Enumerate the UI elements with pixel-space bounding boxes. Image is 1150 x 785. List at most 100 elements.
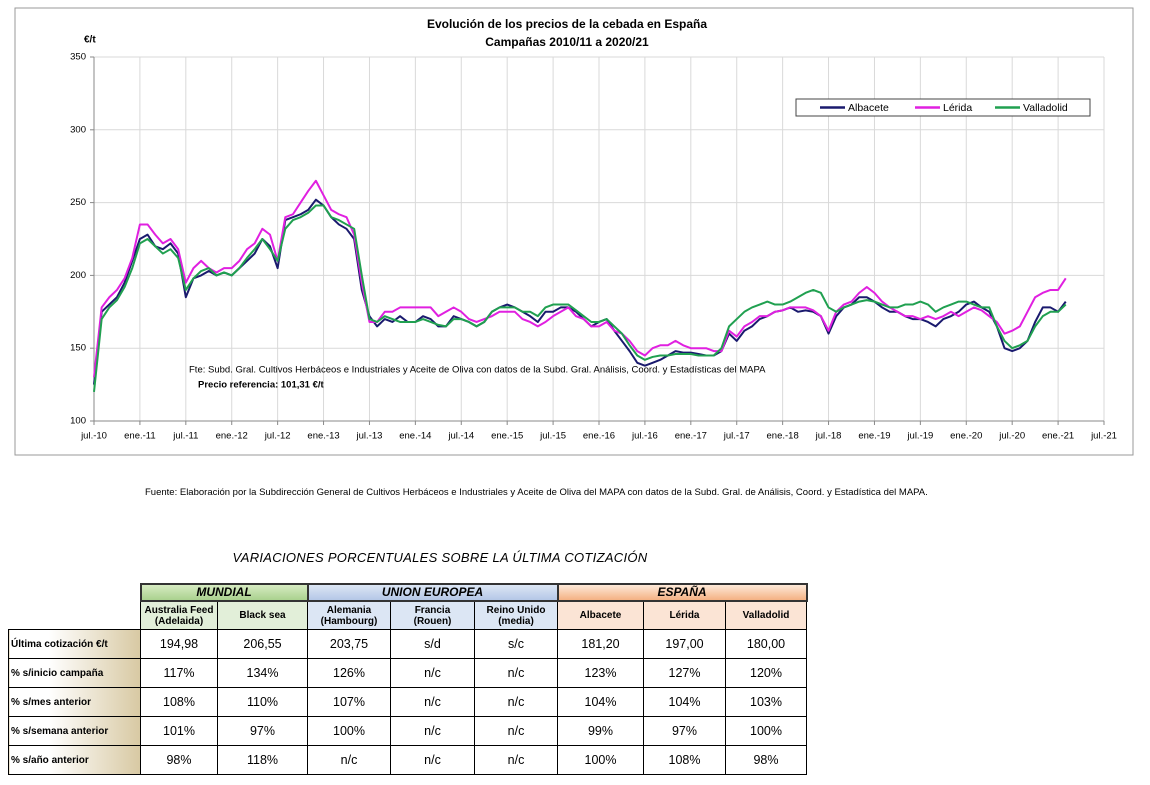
table-cell: 97% (643, 716, 726, 746)
table-cell: 100% (307, 716, 391, 746)
y-axis-label: €/t (84, 35, 96, 46)
table-cell: n/c (390, 687, 475, 717)
x-tick-label: jul.-14 (447, 431, 474, 442)
table-cell: 98% (725, 745, 807, 775)
x-tick-label: jul.-19 (906, 431, 933, 442)
table-cell: 203,75 (307, 629, 391, 659)
x-tick-label: ene.-20 (950, 431, 982, 442)
group-header: MUNDIAL (139, 583, 309, 602)
table-cell: n/c (390, 745, 475, 775)
column-header-line: Alemania (326, 604, 372, 616)
table-cell: 99% (557, 716, 644, 746)
table-title: VARIACIONES PORCENTUALES SOBRE LA ÚLTIMA… (232, 550, 648, 565)
table-cell: 101% (140, 716, 218, 746)
table-row: Última cotización €/t 194,98 206,55 203,75 s… (8, 629, 807, 659)
column-header-line: Francia (414, 604, 451, 616)
x-tick-label: jul.-13 (356, 431, 383, 442)
x-tick-label: ene.-18 (767, 431, 799, 442)
series-line (93, 179, 1067, 378)
y-tick-label: 350 (70, 52, 86, 63)
x-tick-label: ene.-21 (1042, 431, 1074, 442)
x-tick-label: jul.-21 (1090, 431, 1117, 442)
x-tick-label: ene.-14 (399, 431, 431, 442)
x-tick-label: jul.-20 (998, 431, 1025, 442)
table-cell: 197,00 (643, 629, 726, 659)
group-header: UNION EUROPEA (306, 583, 559, 602)
x-tick-label: jul.-18 (815, 431, 842, 442)
table-cell: 123% (557, 658, 644, 688)
x-tick-label: ene.-12 (216, 431, 248, 442)
column-header-line: Lérida (669, 610, 700, 621)
chart-frame (14, 7, 1134, 456)
column-header-line: Reino Unido (486, 604, 546, 616)
table-cell: n/c (474, 745, 558, 775)
table-cell: 127% (643, 658, 726, 688)
legend-label: Albacete (848, 102, 889, 114)
y-tick-label: 150 (70, 343, 86, 354)
x-tick-label: ene.-19 (858, 431, 890, 442)
column-header-line: (Adelaida) (154, 615, 204, 627)
table-cell: 118% (217, 745, 308, 775)
y-tick-label: 300 (70, 124, 86, 135)
table-row: % s/año anterior 98% 118% n/c n/c n/c 100% 108%… (8, 745, 807, 775)
table-cell: 108% (643, 745, 726, 775)
table-cell: 126% (307, 658, 391, 688)
column-header: Francia (Rouen) (390, 600, 475, 630)
table-cell: 108% (140, 687, 218, 717)
column-header-line: (Rouen) (413, 615, 452, 627)
y-tick-label: 250 (70, 197, 86, 208)
table-cell: n/c (474, 658, 558, 688)
x-tick-label: jul.-15 (539, 431, 566, 442)
x-tick-label: ene.-15 (491, 431, 523, 442)
table-cell: n/c (307, 745, 391, 775)
x-tick-label: jul.-10 (80, 431, 107, 442)
x-tick-label: jul.-16 (631, 431, 658, 442)
table-cell: 134% (217, 658, 308, 688)
x-tick-label: jul.-11 (172, 431, 198, 442)
row-label: % s/inicio campaña (8, 658, 141, 688)
x-tick-label: ene.-13 (307, 431, 339, 442)
x-tick-label: ene.-11 (124, 431, 156, 442)
y-tick-label: 200 (70, 270, 86, 281)
table-cell: s/c (474, 629, 558, 659)
row-label: % s/mes anterior (8, 687, 141, 717)
column-header: Valladolid (725, 600, 807, 630)
legend-box (795, 98, 1091, 117)
column-header: Australia Feed (Adelaida) (140, 600, 218, 630)
chart-subtitle: Campañas 2010/11 a 2020/21 (485, 35, 649, 49)
x-tick-label: ene.-16 (583, 431, 615, 442)
column-header-line: (Hambourg) (320, 615, 378, 627)
row-label: % s/semana anterior (8, 716, 141, 746)
table-cell: 180,00 (725, 629, 807, 659)
table-cell: 98% (140, 745, 218, 775)
table-row: % s/inicio campaña 117% 134% 126% n/c n/c 123%… (8, 658, 807, 688)
legend-label: Lérida (943, 102, 972, 114)
chart-title: Evolución de los precios de la cebada en… (427, 17, 707, 31)
table-cell: 110% (217, 687, 308, 717)
table-cell: 104% (643, 687, 726, 717)
table-cell: s/d (390, 629, 475, 659)
table-cell: 194,98 (140, 629, 218, 659)
series-line (93, 204, 1067, 392)
column-header-line: Australia Feed (144, 604, 214, 616)
column-header-line: Black sea (239, 610, 286, 621)
y-tick-label: 100 (70, 416, 86, 427)
column-header: Lérida (643, 600, 726, 630)
price-table: MUNDIAL UNION EUROPEA ESPAÑA Australia F… (8, 583, 808, 775)
table-cell: 103% (725, 687, 807, 717)
x-tick-label: jul.-12 (264, 431, 291, 442)
table-cell: 181,20 (557, 629, 644, 659)
column-header-line: (media) (498, 615, 534, 627)
column-header: Albacete (557, 600, 644, 630)
column-header: Reino Unido (media) (474, 600, 558, 630)
table-cell: 117% (140, 658, 218, 688)
row-label: % s/año anterior (8, 745, 141, 775)
annotation: Precio referencia: 101,31 €/t (198, 380, 325, 391)
x-tick-label: ene.-17 (675, 431, 707, 442)
table-cell: n/c (474, 716, 558, 746)
row-label: Última cotización €/t (8, 629, 141, 659)
x-tick-label: jul.-17 (723, 431, 750, 442)
table-cell: 100% (557, 745, 644, 775)
legend-label: Valladolid (1023, 102, 1068, 114)
